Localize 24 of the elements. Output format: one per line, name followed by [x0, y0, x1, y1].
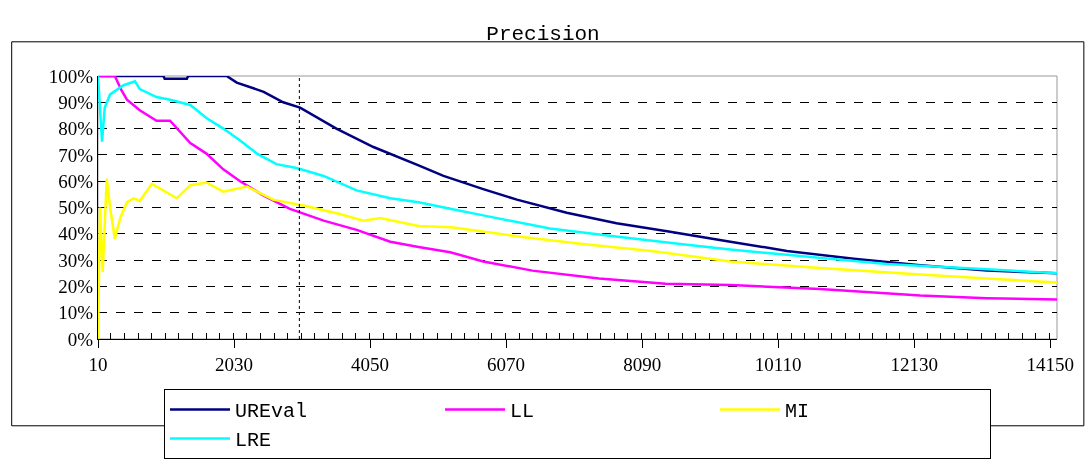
- y-tick-label: 90%: [58, 91, 94, 113]
- x-tick-label: 14150: [1026, 353, 1075, 375]
- y-tick-label: 10%: [58, 302, 94, 324]
- x-tick-label: 10110: [754, 353, 802, 375]
- y-tick-label: 70%: [58, 144, 94, 166]
- x-tick-label: 12130: [890, 353, 938, 375]
- legend-label: MI: [785, 400, 810, 424]
- y-tick-label: 80%: [58, 118, 94, 140]
- y-tick-label: 40%: [58, 223, 94, 245]
- chart-title: Precision: [486, 23, 600, 47]
- y-tick-label: 60%: [58, 170, 94, 192]
- legend-label: LRE: [235, 429, 272, 453]
- x-tick-label: 10: [88, 353, 108, 375]
- y-tick-label: 0%: [67, 328, 94, 350]
- y-tick-label: 30%: [58, 249, 94, 271]
- y-tick-label: 50%: [58, 197, 94, 219]
- x-tick-label: 8090: [623, 353, 662, 375]
- y-tick-label: 100%: [48, 65, 94, 87]
- x-tick-label: 4050: [351, 353, 390, 375]
- x-tick-label: 2030: [215, 353, 254, 375]
- x-tick-label: 6070: [487, 353, 526, 375]
- legend-label: LL: [510, 400, 535, 424]
- y-tick-label: 20%: [58, 276, 94, 298]
- legend-label: UREval: [235, 400, 308, 424]
